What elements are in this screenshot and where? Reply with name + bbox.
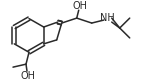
Text: NH: NH [100,13,115,23]
Text: OH: OH [72,1,87,11]
Text: OH: OH [21,71,36,81]
